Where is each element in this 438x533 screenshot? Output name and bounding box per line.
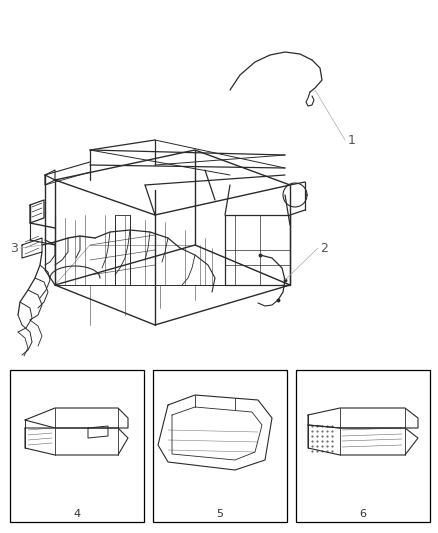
Text: 6: 6 xyxy=(360,509,367,519)
Bar xyxy=(153,370,287,522)
Text: 3: 3 xyxy=(10,241,18,254)
Text: 1: 1 xyxy=(348,133,356,147)
Text: 4: 4 xyxy=(74,509,81,519)
Text: 5: 5 xyxy=(216,509,223,519)
Bar xyxy=(10,370,144,522)
Bar xyxy=(296,370,430,522)
Text: 2: 2 xyxy=(320,241,328,254)
